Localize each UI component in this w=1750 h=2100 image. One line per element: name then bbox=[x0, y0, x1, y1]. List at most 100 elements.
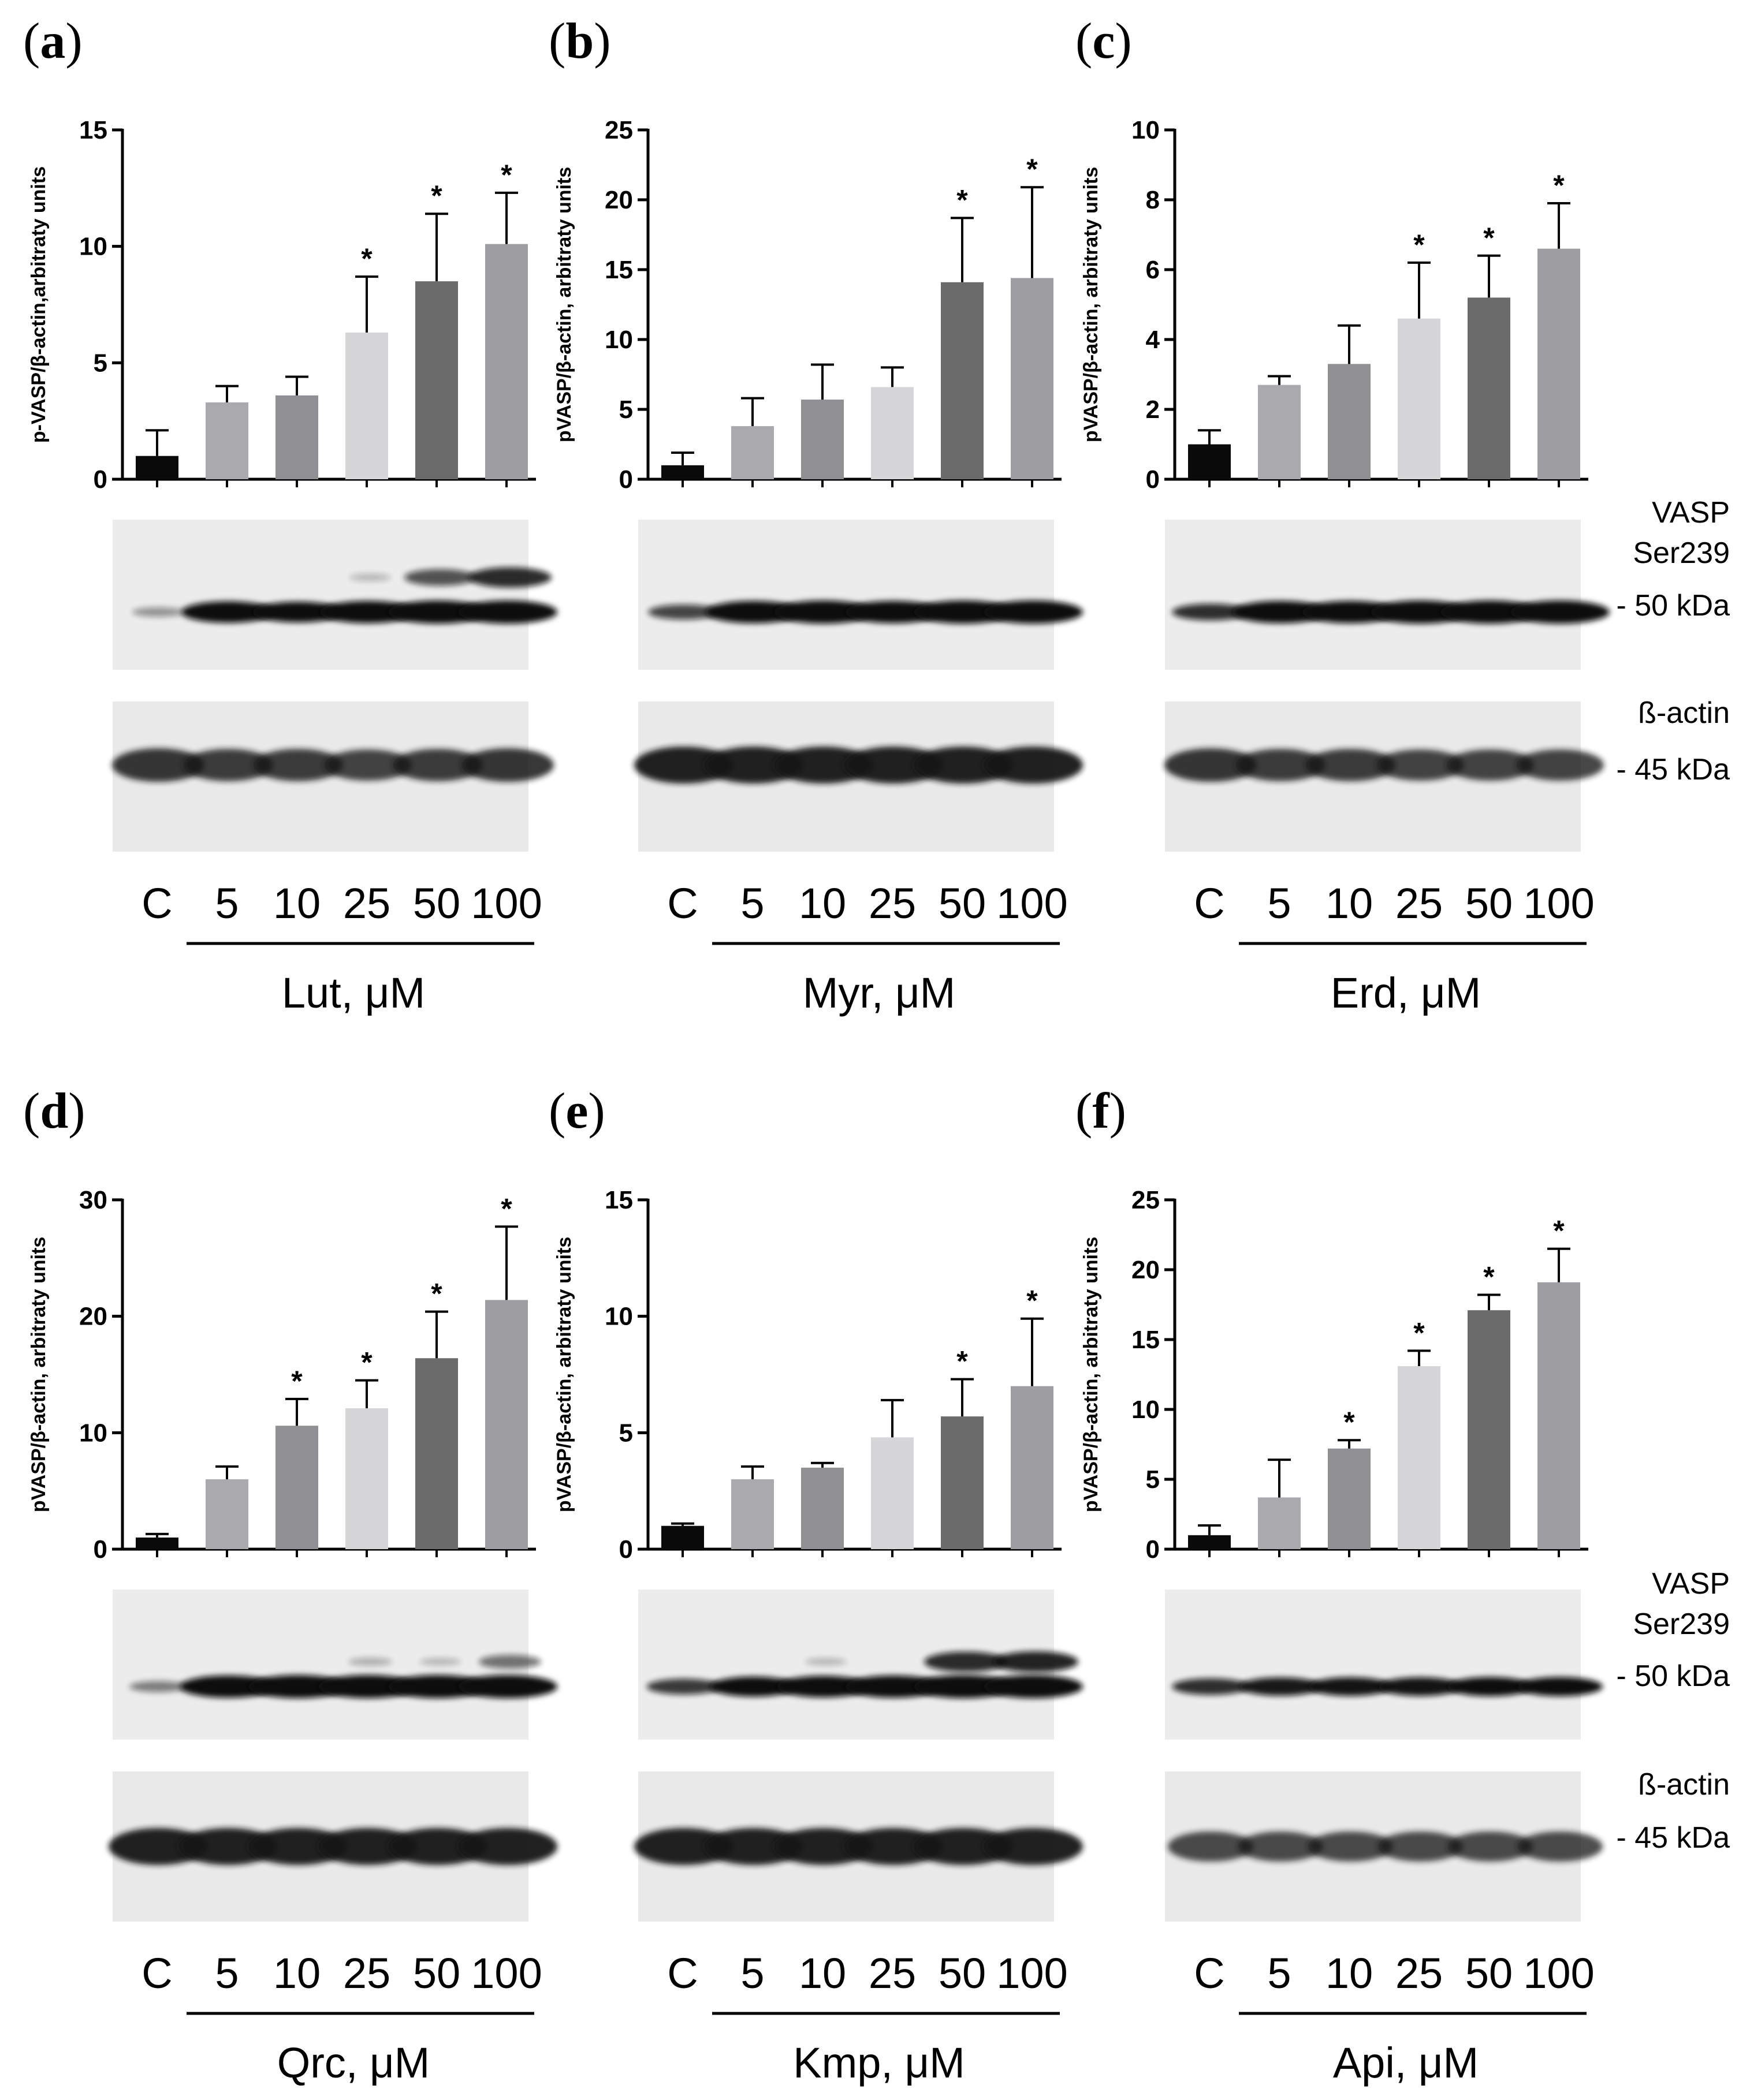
lane-label-50: 50 bbox=[939, 879, 986, 927]
band-upper-25 bbox=[349, 573, 391, 581]
significance-star-25: * bbox=[1413, 1316, 1425, 1349]
lane-label-25: 25 bbox=[869, 879, 916, 927]
band-50kda-100 bbox=[1510, 600, 1610, 624]
band-50kda-C bbox=[129, 1681, 187, 1692]
bar-25 bbox=[871, 1437, 914, 1549]
y-tick-label: 25 bbox=[605, 116, 633, 144]
lane-label-50: 50 bbox=[1465, 1949, 1513, 1997]
band-45kda-25 bbox=[844, 1828, 943, 1865]
significance-star-50: * bbox=[431, 180, 442, 212]
band-50kda-5 bbox=[181, 601, 275, 623]
lane-label-5: 5 bbox=[215, 879, 239, 927]
marker-vasp-label-row1: VASP bbox=[1652, 496, 1730, 529]
band-45kda-50 bbox=[914, 747, 1013, 784]
band-45kda-25 bbox=[1376, 749, 1464, 781]
bar-100 bbox=[1537, 1282, 1580, 1549]
lane-label-C: C bbox=[667, 1949, 698, 1997]
lane-label-100: 100 bbox=[1523, 1949, 1594, 1997]
band-50kda-10 bbox=[1302, 600, 1399, 624]
band-45kda-5 bbox=[704, 1828, 803, 1865]
lane-label-25: 25 bbox=[343, 879, 390, 927]
y-tick-label: 0 bbox=[619, 465, 633, 494]
band-45kda-C bbox=[109, 1828, 208, 1865]
band-45kda-C bbox=[112, 748, 204, 782]
lane-label-C: C bbox=[1194, 1949, 1224, 1997]
lane-label-50: 50 bbox=[939, 1949, 986, 1997]
lane-label-10: 10 bbox=[1325, 1949, 1373, 1997]
band-50kda-C bbox=[646, 1678, 721, 1695]
y-tick-label: 2 bbox=[1146, 396, 1160, 424]
lane-label-5: 5 bbox=[740, 1949, 764, 1997]
treatment-label: Lut, μM bbox=[282, 969, 425, 1017]
significance-star-100: * bbox=[501, 159, 512, 191]
significance-star-25: * bbox=[361, 1346, 373, 1379]
lane-label-100: 100 bbox=[1523, 879, 1594, 927]
lane-label-25: 25 bbox=[869, 1949, 916, 1997]
panel-f: (f) 0 5 10 15 20 25 pVASP/β-actin, arbitraty un… bbox=[1075, 1083, 1603, 2087]
band-upper-50 bbox=[404, 569, 476, 586]
band-50kda-100 bbox=[984, 1675, 1083, 1698]
y-tick-label: 4 bbox=[1146, 326, 1160, 354]
panel-label: (c) bbox=[1075, 13, 1132, 69]
band-45kda-50 bbox=[388, 1828, 487, 1865]
band-45kda-10 bbox=[1308, 1832, 1393, 1862]
band-45kda-5 bbox=[1235, 749, 1325, 781]
band-45kda-50 bbox=[1446, 749, 1534, 781]
band-50kda-10 bbox=[1308, 1677, 1392, 1696]
band-upper-100 bbox=[993, 1651, 1078, 1672]
band-45kda-50 bbox=[393, 749, 483, 781]
bar-50 bbox=[415, 281, 458, 479]
lane-label-C: C bbox=[1194, 879, 1224, 927]
band-45kda-10 bbox=[774, 1828, 873, 1865]
blot-vasp-ser239 bbox=[1165, 520, 1581, 670]
treatment-label: Myr, μM bbox=[803, 969, 956, 1017]
bar-5 bbox=[731, 426, 774, 479]
lane-label-10: 10 bbox=[1325, 879, 1373, 927]
bar-C bbox=[1188, 1535, 1231, 1549]
band-45kda-10 bbox=[774, 747, 873, 784]
lane-label-5: 5 bbox=[740, 879, 764, 927]
y-tick-label: 6 bbox=[1146, 256, 1160, 284]
lane-label-10: 10 bbox=[273, 879, 321, 927]
bar-10 bbox=[801, 400, 844, 479]
bar-10 bbox=[801, 1467, 844, 1549]
bar-100 bbox=[1537, 248, 1580, 479]
band-50kda-25 bbox=[1371, 600, 1470, 624]
bar-25 bbox=[345, 332, 388, 479]
panel-d: (d) 0 10 20 30 pVASP/β-actin, arbitraty units… bbox=[23, 1083, 557, 2087]
treatment-label: Qrc, μM bbox=[277, 2039, 430, 2087]
significance-star-50: * bbox=[1483, 1261, 1495, 1293]
bar-100 bbox=[485, 1300, 528, 1549]
panel-label: (e) bbox=[549, 1083, 605, 1139]
band-45kda-25 bbox=[318, 1828, 418, 1865]
lane-label-100: 100 bbox=[996, 879, 1067, 927]
band-50kda-100 bbox=[458, 600, 557, 624]
treatment-label: Api, μM bbox=[1333, 2039, 1479, 2087]
significance-star-50: * bbox=[431, 1278, 442, 1310]
bar-10 bbox=[275, 1426, 318, 1549]
y-tick-label: 10 bbox=[1131, 1396, 1160, 1424]
significance-star-50: * bbox=[956, 1345, 968, 1378]
y-tick-label: 15 bbox=[79, 116, 107, 144]
band-45kda-25 bbox=[324, 749, 412, 781]
panel-label: (f) bbox=[1075, 1083, 1126, 1139]
band-45kda-10 bbox=[253, 749, 343, 781]
bar-5 bbox=[206, 402, 248, 479]
band-50kda-5 bbox=[1239, 1677, 1322, 1696]
marker-50kda-label-row1: - 50 kDa bbox=[1616, 589, 1730, 622]
band-50kda-50 bbox=[1447, 1677, 1533, 1696]
band-45kda-25 bbox=[1377, 1832, 1463, 1862]
panel-a: (a) 0 5 10 15 p-VASP/β-actin,arbitraty units *… bbox=[23, 13, 557, 1017]
bar-50 bbox=[941, 282, 984, 479]
significance-star-100: * bbox=[1026, 1285, 1038, 1317]
blot-vasp-ser239 bbox=[638, 520, 1054, 670]
marker-50kda-label-row2: - 50 kDa bbox=[1616, 1659, 1730, 1693]
band-50kda-10 bbox=[776, 1676, 871, 1698]
band-45kda-10 bbox=[1305, 749, 1395, 781]
band-50kda-25 bbox=[1378, 1677, 1462, 1696]
lane-label-25: 25 bbox=[343, 1949, 390, 1997]
band-45kda-100 bbox=[1516, 749, 1604, 781]
bar-C bbox=[661, 465, 704, 479]
band-50kda-5 bbox=[180, 1675, 277, 1698]
y-tick-label: 0 bbox=[1146, 1535, 1160, 1564]
